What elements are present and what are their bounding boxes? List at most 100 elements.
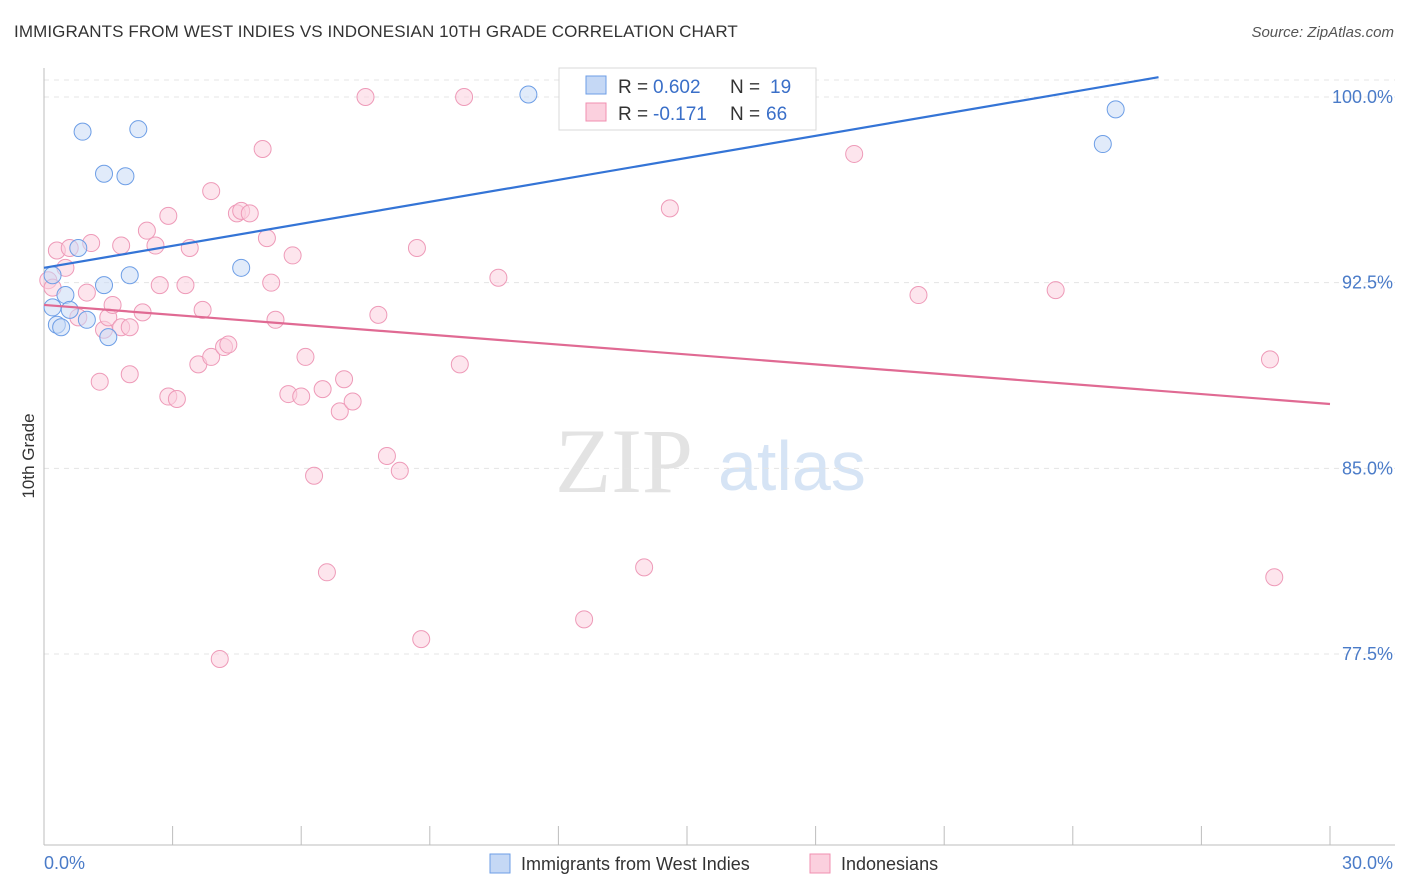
- legend-r-label-pink: R =: [618, 104, 648, 125]
- west-indies-point-17: [1093, 135, 1112, 154]
- legend-n-value-pink: 66: [766, 104, 787, 125]
- indonesians-point-49: [356, 88, 375, 106]
- indonesians-point-54: [412, 630, 431, 649]
- legend-r-value-pink: -0.171: [653, 104, 707, 125]
- indonesians-point-48: [343, 392, 362, 411]
- indonesians-point-58: [575, 610, 594, 629]
- trend-line-1: [43, 303, 1331, 406]
- series-legend-swatch-pink: [809, 853, 831, 874]
- west-indies-point-5: [60, 300, 79, 319]
- indonesians-point-31: [219, 335, 238, 354]
- legend-n-label-pink: N =: [730, 104, 760, 125]
- indonesians-point-22: [167, 390, 186, 409]
- legend-r-label-blue: R =: [618, 77, 648, 98]
- series-indonesians: [39, 88, 1284, 668]
- indonesians-point-43: [305, 466, 324, 485]
- west-indies-point-11: [99, 328, 118, 347]
- indonesians-point-26: [193, 300, 212, 319]
- indonesians-point-14: [120, 365, 139, 384]
- indonesians-point-60: [660, 199, 679, 218]
- indonesians-point-46: [330, 402, 349, 421]
- indonesians-point-6: [77, 283, 96, 302]
- west-indies-point-1: [43, 266, 62, 285]
- indonesians-point-35: [253, 139, 272, 158]
- indonesians-point-55: [450, 355, 469, 374]
- indonesians-point-36: [257, 229, 276, 248]
- west-indies-point-8: [77, 310, 96, 329]
- series-legend-swatch-blue: [489, 853, 511, 874]
- west-indies-point-12: [116, 167, 135, 186]
- indonesians-point-28: [202, 182, 221, 201]
- indonesians-point-64: [1260, 350, 1279, 369]
- legend-n-value-blue: 19: [770, 77, 791, 98]
- x-tick-label-min: 0.0%: [44, 853, 85, 873]
- trend-lines: [43, 76, 1331, 406]
- y-tick-label-2: 85.0%: [1342, 458, 1393, 478]
- west-indies-point-0: [43, 298, 62, 317]
- indonesians-point-52: [390, 461, 409, 480]
- indonesians-point-8: [90, 372, 109, 391]
- source-label: Source: ZipAtlas.com: [1251, 24, 1394, 41]
- indonesians-point-18: [146, 236, 165, 255]
- indonesians-point-27: [202, 347, 221, 366]
- indonesians-point-17: [137, 221, 156, 240]
- indonesians-point-34: [240, 204, 259, 223]
- indonesians-point-19: [150, 276, 169, 295]
- indonesians-point-59: [635, 558, 654, 577]
- indonesians-point-38: [266, 310, 285, 329]
- west-indies-point-7: [73, 122, 92, 141]
- indonesians-point-41: [292, 387, 311, 406]
- stats-legend: R = 0.602 N = 19 R = -0.171 N = 66: [558, 67, 817, 131]
- west-indies-point-18: [1106, 100, 1125, 119]
- west-indies-point-6: [69, 239, 88, 258]
- legend-swatch-pink: [585, 102, 607, 122]
- west-indies-point-9: [95, 276, 114, 295]
- indonesians-point-15: [120, 318, 139, 337]
- indonesians-point-61: [845, 144, 864, 163]
- y-axis-title: 10th Grade: [19, 413, 38, 498]
- indonesians-point-56: [455, 88, 474, 106]
- west-indies-point-10: [95, 164, 114, 183]
- chart-title: IMMIGRANTS FROM WEST INDIES VS INDONESIA…: [14, 22, 738, 41]
- west-indies-point-15: [232, 258, 251, 277]
- y-tick-label-3: 77.5%: [1342, 644, 1393, 664]
- y-tick-label-1: 92.5%: [1342, 273, 1393, 293]
- x-axis-ticks: [43, 826, 1331, 845]
- indonesians-point-44: [313, 380, 332, 399]
- west-indies-point-4: [56, 286, 75, 305]
- indonesians-point-62: [909, 286, 928, 305]
- watermark-zip: ZIP: [555, 410, 693, 512]
- indonesians-point-23: [176, 276, 195, 295]
- legend-n-label-blue: N =: [730, 77, 760, 98]
- indonesians-point-37: [262, 273, 281, 292]
- y-tick-label-0: 100.0%: [1332, 87, 1393, 107]
- x-tick-label-max: 30.0%: [1342, 853, 1393, 873]
- indonesians-point-53: [407, 239, 426, 258]
- indonesians-point-12: [112, 236, 131, 255]
- gridlines: [44, 79, 1395, 655]
- trend-line-0: [43, 76, 1159, 269]
- watermark-atlas: atlas: [718, 427, 866, 505]
- indonesians-point-40: [283, 246, 302, 265]
- indonesians-point-51: [377, 446, 396, 465]
- indonesians-point-42: [296, 347, 315, 366]
- indonesians-point-65: [1265, 568, 1284, 587]
- indonesians-point-45: [317, 563, 336, 582]
- indonesians-point-57: [489, 268, 508, 287]
- series-immigrants-west-indies: [43, 85, 1125, 347]
- series-legend-label-pink: Indonesians: [841, 854, 938, 874]
- indonesians-point-47: [335, 370, 354, 389]
- series-legend: Immigrants from West Indies Indonesians: [489, 853, 938, 874]
- indonesians-point-63: [1046, 281, 1065, 300]
- legend-r-value-blue: 0.602: [653, 77, 701, 98]
- west-indies-point-13: [120, 266, 139, 285]
- west-indies-point-16: [519, 85, 538, 104]
- series-legend-label-blue: Immigrants from West Indies: [521, 854, 750, 874]
- legend-swatch-blue: [585, 75, 607, 95]
- west-indies-point-3: [52, 318, 71, 337]
- west-indies-point-14: [129, 120, 148, 139]
- indonesians-point-20: [159, 206, 178, 225]
- indonesians-point-29: [210, 649, 229, 668]
- y-axis-labels: 100.0% 92.5% 85.0% 77.5%: [1332, 87, 1393, 664]
